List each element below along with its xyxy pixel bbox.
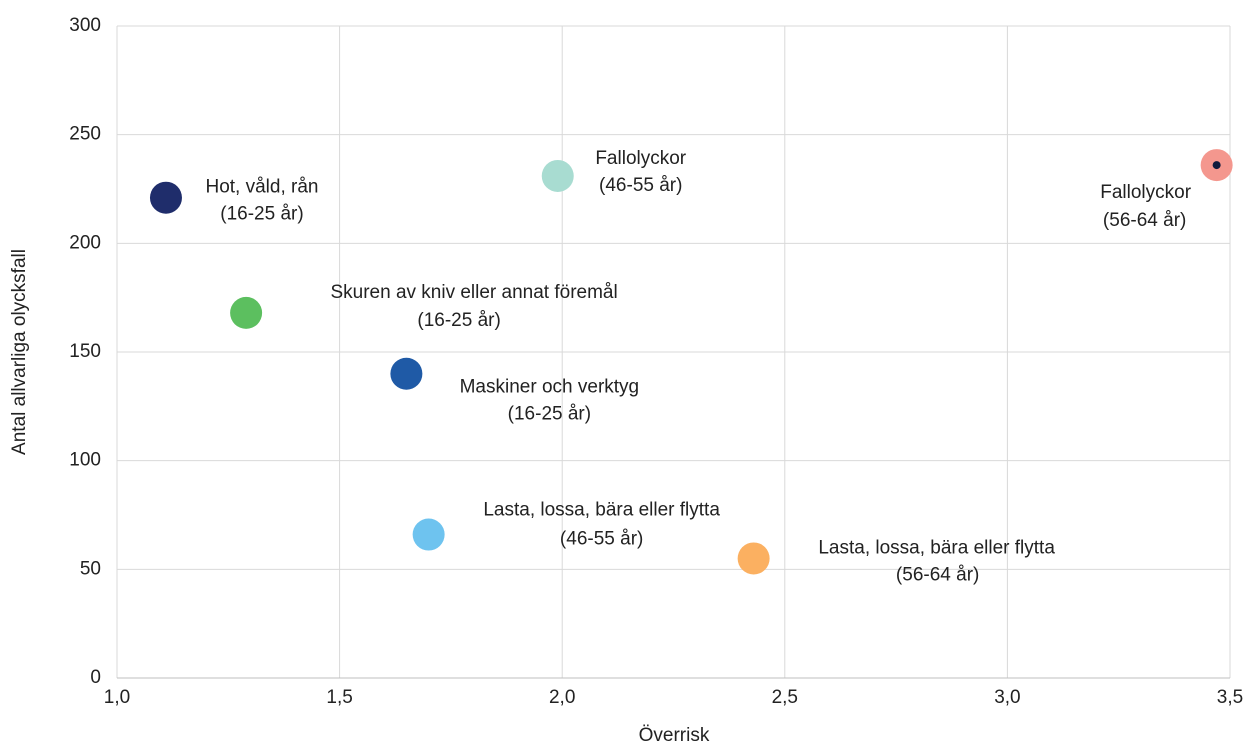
y-tick-label: 300: [69, 15, 101, 36]
data-label: (46-55 år): [560, 529, 643, 550]
x-tick-label: 2,5: [772, 687, 798, 708]
x-tick-label: 3,5: [1217, 687, 1243, 708]
data-label: (56-64 år): [1103, 210, 1186, 231]
data-label: (16-25 år): [220, 204, 303, 225]
x-axis-title: Överrisk: [639, 725, 710, 746]
data-label: (16-25 år): [417, 310, 500, 331]
point: [737, 542, 770, 575]
data-label: Hot, våld, rån: [205, 177, 318, 198]
data-label: Skuren av kniv eller annat föremål: [330, 282, 617, 303]
data-label: (56-64 år): [896, 564, 979, 585]
y-tick-label: 250: [69, 124, 101, 145]
y-tick-label: 100: [69, 450, 101, 471]
point: [390, 357, 423, 390]
data-label: Fallolyckor: [595, 148, 686, 169]
x-tick-label: 2,0: [549, 687, 575, 708]
point: [149, 181, 182, 214]
data-label: Lasta, lossa, bära eller flytta: [818, 537, 1055, 558]
y-tick-label: 0: [90, 667, 101, 688]
point: [541, 159, 574, 192]
data-label: Lasta, lossa, bära eller flytta: [483, 500, 720, 521]
y-axis-title: Antal allvarliga olycksfall: [9, 249, 30, 455]
data-label: (16-25 år): [508, 404, 591, 425]
data-label: Maskiner och verktyg: [460, 377, 640, 398]
y-tick-label: 200: [69, 232, 101, 253]
point: [412, 518, 445, 551]
data-label: Fallolyckor: [1100, 182, 1191, 203]
point: [230, 296, 263, 329]
data-label: (46-55 år): [599, 175, 682, 196]
x-tick-label: 3,0: [994, 687, 1020, 708]
y-tick-label: 50: [80, 558, 101, 579]
point-center: [1212, 161, 1221, 170]
x-tick-label: 1,0: [104, 687, 130, 708]
y-tick-label: 150: [69, 341, 101, 362]
x-tick-label: 1,5: [326, 687, 352, 708]
